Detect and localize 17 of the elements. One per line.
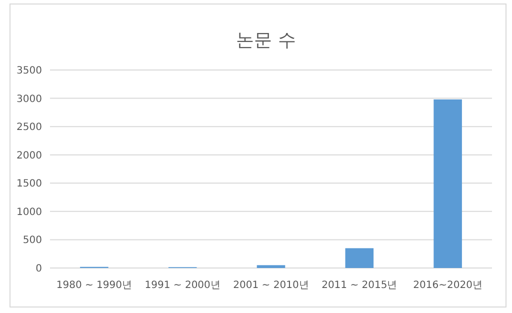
x-tick-label: 1991 ~ 2000년: [144, 280, 220, 291]
y-tick-label: 1500: [16, 178, 42, 190]
y-tick-label: 2500: [16, 122, 42, 134]
y-tick-label: 0: [36, 264, 42, 274]
y-tick-label: 3000: [16, 94, 42, 105]
y-tick-label: 500: [22, 235, 42, 246]
bar: [256, 265, 286, 268]
bar: [345, 248, 374, 268]
x-tick-label: 2016~2020년: [413, 280, 482, 291]
x-tick-label: 1980 ~ 1990년: [56, 280, 132, 291]
y-tick-label: 3500: [16, 66, 42, 76]
x-tick-label: 2011 ~ 2015년: [322, 280, 398, 291]
y-tick-label: 2000: [16, 150, 42, 162]
chart-title: 논문 수: [236, 30, 296, 51]
x-tick-label: 2001 ~ 2010년: [233, 280, 309, 291]
bar: [434, 99, 462, 268]
y-tick-label: 1000: [16, 206, 42, 218]
